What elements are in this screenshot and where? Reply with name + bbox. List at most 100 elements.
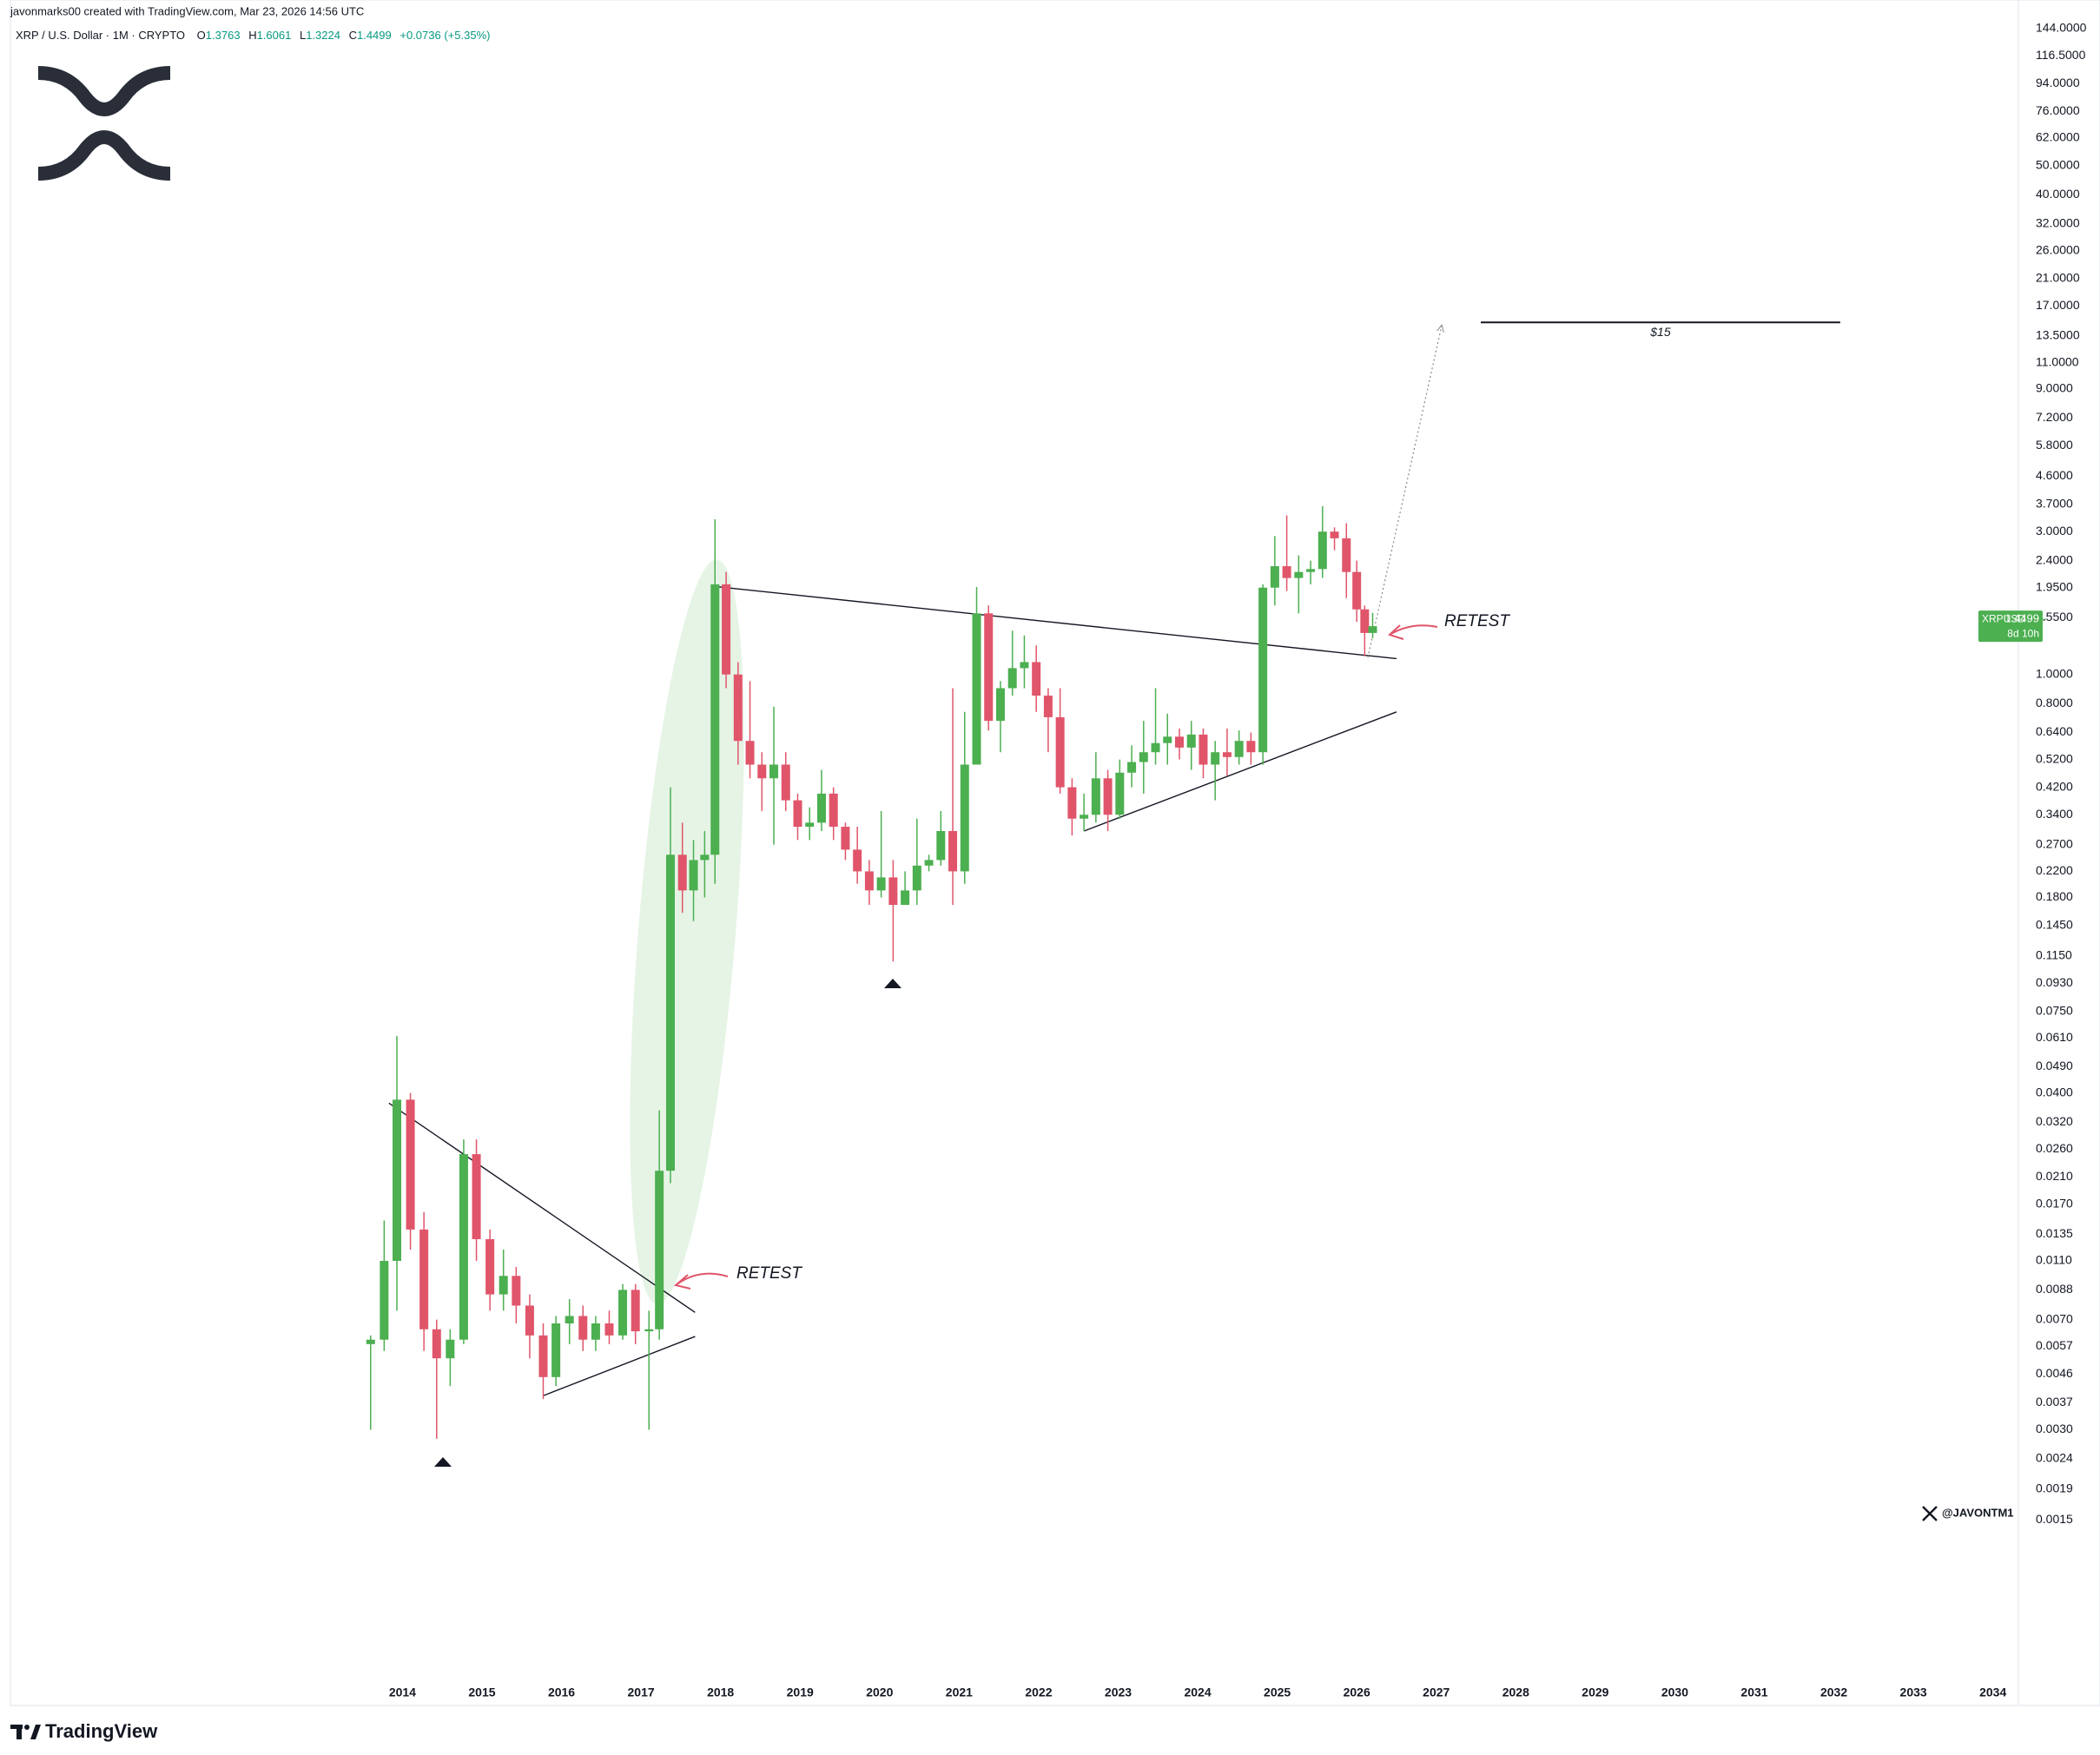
y-tick-label: 0.2700 [2036,836,2073,850]
y-tick-label: 0.8000 [2036,696,2073,709]
candle-body [901,890,910,906]
y-tick-label: 13.5000 [2036,328,2080,342]
y-tick-label: 0.3400 [2036,807,2073,821]
candle-body [1055,716,1065,788]
x-tick-label: 2022 [1025,1686,1052,1699]
y-tick-label: 0.0320 [2036,1114,2073,1128]
x-tick-label: 2027 [1423,1686,1450,1699]
handle: @JAVONTM1 [1942,1506,2014,1519]
candle-body [1368,626,1377,633]
y-tick-label: 94.0000 [2036,76,2080,89]
ohlc-label: H [248,29,256,42]
y-tick-label: 32.0000 [2036,215,2080,229]
candle-body [984,613,994,722]
candle-body [700,854,710,861]
byline: javonmarks00 created with TradingView.co… [10,4,364,17]
candle-body [816,793,826,823]
candle-body [1151,742,1160,753]
trendline [543,1336,696,1396]
candle-body [1139,752,1148,762]
x-tick-label: 2014 [389,1686,416,1699]
low-marker [434,1457,452,1467]
candles [366,505,1377,1439]
y-tick-label: 0.1450 [2036,918,2073,932]
low-marker [884,979,901,988]
candle-body [876,877,886,891]
brand: TradingView [45,1720,158,1742]
candle-body [1352,571,1362,610]
candle-body [366,1339,375,1344]
y-tick-label: 0.0135 [2036,1226,2073,1240]
y-tick-label: 50.0000 [2036,158,2080,172]
price-tag-countdown: 8d 10h [2007,627,2039,639]
projection-arrow [1367,325,1442,658]
y-tick-label: 0.6400 [2036,724,2073,738]
candle-body [972,613,981,765]
candle-body [1174,736,1184,748]
candle-body [722,584,731,675]
candle-body [1270,566,1279,588]
y-tick-label: 0.0088 [2036,1282,2073,1296]
y-tick-label: 0.1800 [2036,889,2073,903]
x-tick-label: 2020 [866,1686,893,1699]
y-tick-label: 26.0000 [2036,243,2080,257]
candle-body [745,741,755,765]
candle-body [538,1335,548,1377]
candle-body [1211,752,1220,765]
candle-body [853,849,862,872]
candle-body [1020,662,1029,669]
x-tick-label: 2034 [1979,1686,2006,1699]
y-tick-label: 3.0000 [2036,524,2073,538]
x-tick-label: 2019 [787,1686,814,1699]
candle-body [781,764,790,801]
ohlc-value: 1.6061 [257,29,292,42]
y-tick-label: 0.1150 [2036,947,2072,961]
candle-body [995,688,1005,722]
candle-body [912,865,921,891]
candle-body [432,1329,441,1359]
y-tick-label: 5.8000 [2036,438,2073,452]
candle-body [1091,778,1100,815]
x-tick-label: 2018 [707,1686,734,1699]
candle-body [472,1154,481,1239]
candle-body [512,1276,521,1306]
candle-body [1246,741,1256,753]
tv-logo [10,1725,41,1739]
annotation-arrow [673,1272,729,1290]
candle-body [631,1290,640,1332]
candle-body [1258,587,1268,753]
ohlc-label: C [349,29,357,42]
y-tick-label: 0.2200 [2036,863,2073,877]
ohlc-value: 1.4499 [357,29,392,42]
y-tick-label: 0.0070 [2036,1311,2073,1325]
ohlc-value: 1.3224 [306,29,340,42]
symbol-line: XRP / U.S. Dollar · 1M · CRYPTO O1.3763 … [16,29,490,42]
y-tick-label: 0.0210 [2036,1169,2073,1183]
candle-body [1163,736,1172,743]
y-tick-label: 0.4200 [2036,779,2073,793]
y-tick-label: 0.0030 [2036,1422,2073,1435]
x-tick-label: 2017 [628,1686,655,1699]
candle-body [618,1290,628,1336]
y-tick-label: 0.0610 [2036,1030,2073,1044]
y-tick-label: 21.0000 [2036,271,2080,285]
plot-frame [10,0,2100,1706]
candle-body [551,1323,561,1377]
price-tag-symbol: XRPUSD [1982,612,2025,624]
ohlc-label: L [300,29,306,42]
candle-body [924,860,934,866]
candle-body [805,822,815,828]
y-tick-label: 2.4000 [2036,552,2073,566]
x-tick-label: 2032 [1820,1686,1847,1699]
y-tick-label: 1.5500 [2036,610,2073,623]
y-tick-label: 62.0000 [2036,129,2080,143]
y-tick-label: 0.5200 [2036,751,2073,765]
x-tick-label: 2031 [1740,1686,1767,1699]
change: +0.0736 (+5.35%) [400,29,490,42]
candle-body [1007,668,1017,689]
candle-body [485,1238,495,1295]
candle-body [888,877,898,906]
drawings: $15 [388,321,1840,1396]
candle-body [1043,696,1053,717]
